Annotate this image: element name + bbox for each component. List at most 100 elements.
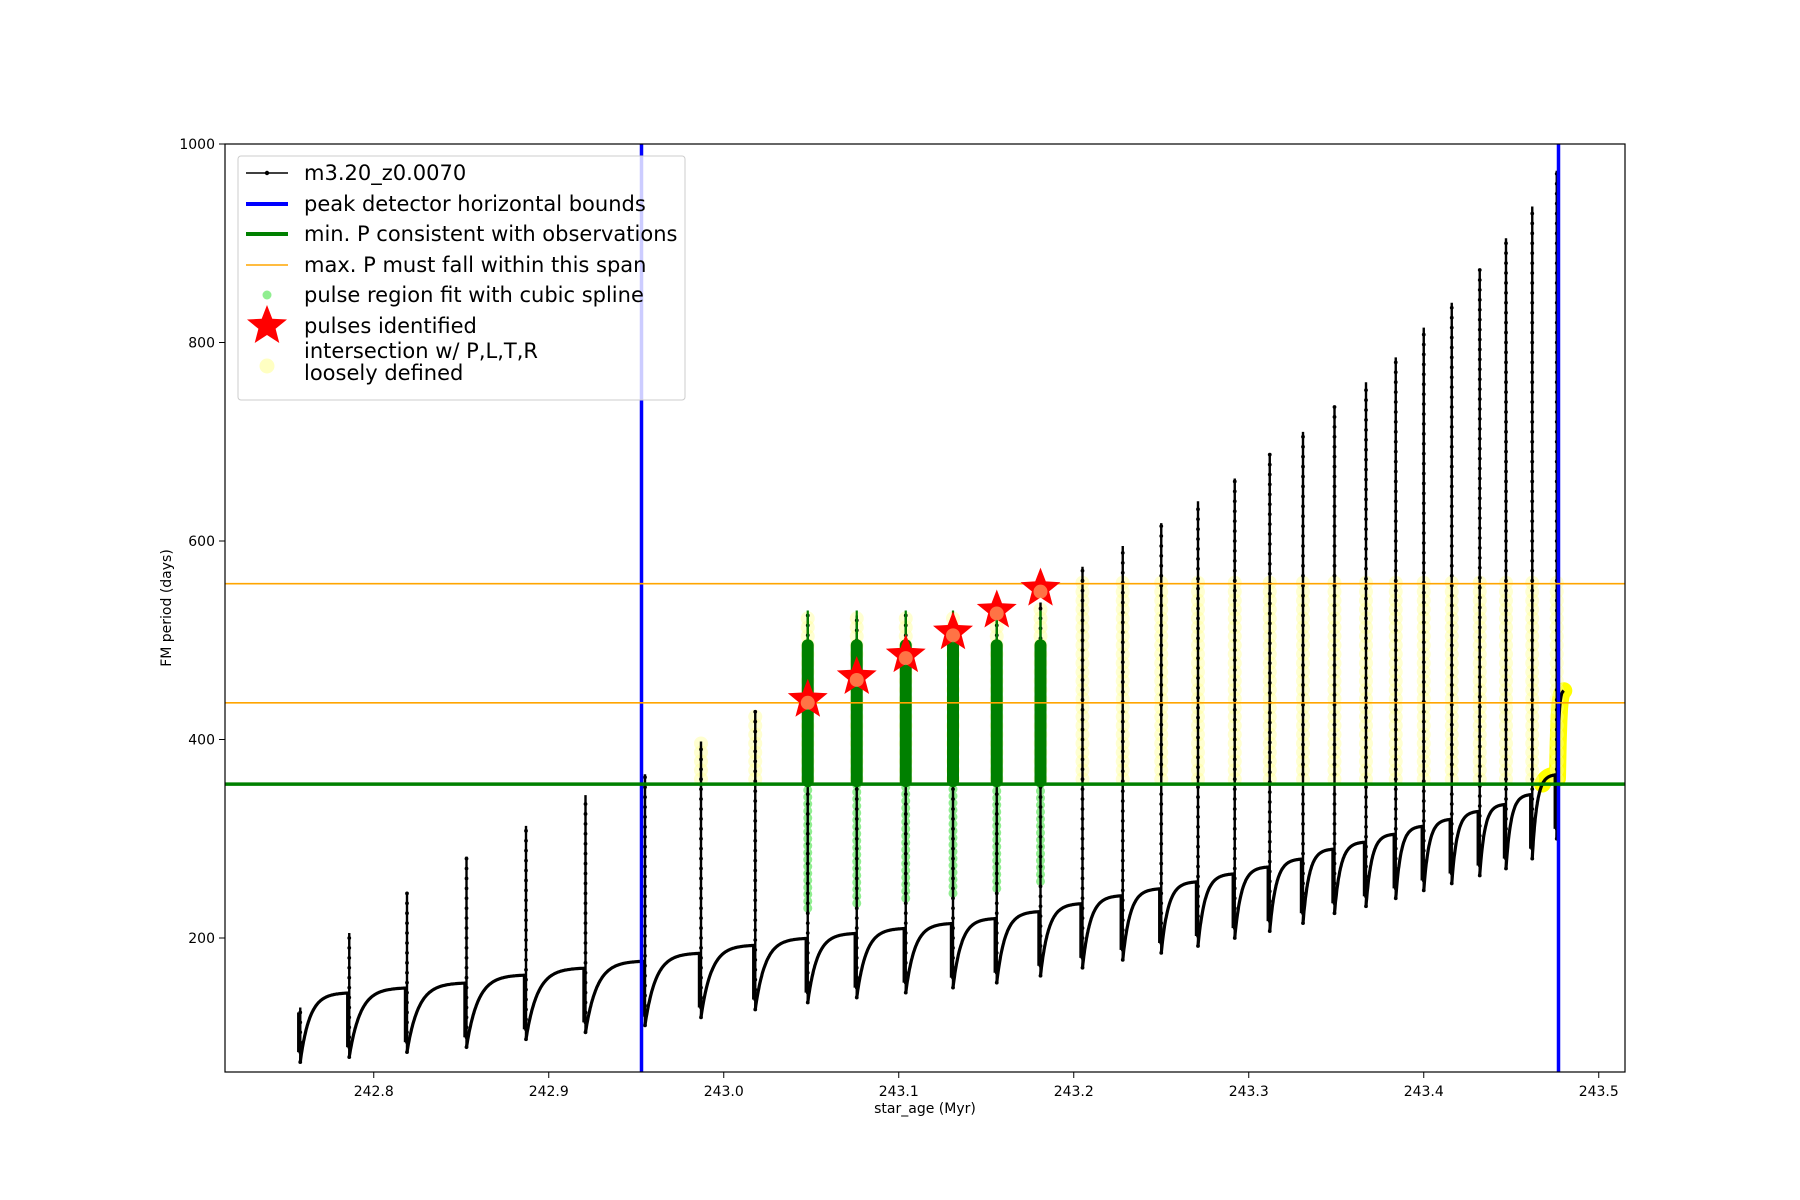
track-marker [1332, 841, 1337, 846]
track-marker [994, 831, 999, 836]
track-marker [1477, 397, 1482, 401]
track-marker [1449, 365, 1454, 370]
track-marker [1080, 777, 1085, 782]
track-marker [1530, 360, 1535, 365]
track-marker [1267, 710, 1272, 715]
track-marker [1364, 864, 1368, 869]
track-marker [1196, 556, 1200, 561]
track-marker [805, 941, 810, 945]
track-marker [1477, 496, 1482, 501]
track-marker [1267, 462, 1272, 467]
track-marker [1364, 646, 1368, 651]
track-marker [1393, 529, 1398, 533]
track-marker [1477, 655, 1482, 660]
track-marker [1301, 514, 1305, 519]
track-marker [1477, 615, 1482, 620]
track-marker [1393, 410, 1398, 414]
track-marker [1301, 911, 1305, 916]
track-marker [1196, 834, 1200, 839]
track-marker [1530, 459, 1535, 464]
track-marker [1120, 769, 1125, 774]
track-marker [753, 828, 758, 833]
track-marker [753, 809, 758, 813]
track-marker [524, 967, 528, 972]
track-marker [1504, 578, 1508, 583]
track-marker [1332, 683, 1337, 687]
pulse-star-overlay-3 [946, 628, 960, 643]
track-marker [1080, 697, 1085, 702]
track-marker [951, 807, 955, 811]
track-marker [1232, 926, 1237, 930]
track-marker [1477, 486, 1482, 491]
track-marker [464, 886, 469, 891]
track-marker [951, 836, 955, 841]
track-marker [1159, 683, 1164, 687]
track-marker [1332, 434, 1337, 439]
track-marker [405, 1020, 409, 1025]
track-marker [951, 985, 955, 990]
track-marker [1393, 598, 1398, 603]
track-marker [1267, 561, 1272, 566]
track-marker [1504, 241, 1508, 246]
track-marker [1301, 772, 1305, 777]
track-marker [1364, 477, 1368, 482]
track-marker [347, 1055, 352, 1060]
track-marker [583, 871, 588, 876]
track-marker [1159, 603, 1164, 608]
track-marker [464, 965, 469, 970]
track-marker [1530, 420, 1535, 424]
track-marker [1477, 823, 1482, 828]
track-marker [1449, 534, 1454, 538]
track-marker [1301, 861, 1305, 866]
track-marker [753, 1007, 758, 1012]
track-marker [1504, 449, 1508, 454]
track-marker [1504, 777, 1508, 782]
track-marker [643, 884, 647, 889]
track-marker [1530, 489, 1535, 494]
track-marker [583, 911, 588, 916]
track-marker [1364, 398, 1368, 402]
track-marker [347, 1035, 352, 1040]
track-marker [1449, 732, 1454, 737]
track-marker [1530, 310, 1535, 315]
track-marker [1038, 904, 1043, 909]
track-marker [1393, 856, 1398, 861]
track-marker [583, 990, 588, 995]
track-marker [1159, 663, 1164, 667]
pulse-star-overlay-0 [800, 695, 815, 710]
track-marker [1301, 454, 1305, 459]
track-marker [1477, 833, 1482, 838]
track-marker [1232, 797, 1237, 801]
track-marker [1477, 863, 1482, 868]
track-marker [699, 767, 703, 772]
track-marker [753, 769, 758, 774]
track-marker [1421, 739, 1426, 744]
track-marker [1477, 476, 1482, 481]
track-marker [347, 1005, 352, 1010]
track-marker [1477, 764, 1482, 769]
track-marker [951, 866, 955, 871]
track-marker [1477, 575, 1482, 580]
track-marker [903, 812, 908, 816]
track-marker [1449, 474, 1454, 479]
track-marker [1530, 251, 1535, 256]
track-marker [1530, 439, 1535, 444]
track-marker [1332, 583, 1337, 588]
track-marker [1159, 643, 1164, 648]
track-marker [1080, 906, 1085, 911]
track-marker [1449, 663, 1454, 667]
legend-label: max. P must fall within this span [304, 253, 646, 277]
track-marker [1159, 821, 1164, 826]
track-marker [1232, 658, 1237, 663]
track-marker [1080, 896, 1085, 901]
track-marker [951, 886, 955, 891]
track-marker [1196, 755, 1200, 760]
track-marker [1449, 553, 1454, 558]
track-marker [699, 896, 703, 901]
track-segment-14 [1038, 902, 1084, 976]
track-marker [405, 980, 409, 985]
track-marker [643, 914, 647, 919]
track-marker [951, 946, 955, 950]
track-marker [1196, 705, 1200, 710]
track-marker [1332, 474, 1337, 479]
